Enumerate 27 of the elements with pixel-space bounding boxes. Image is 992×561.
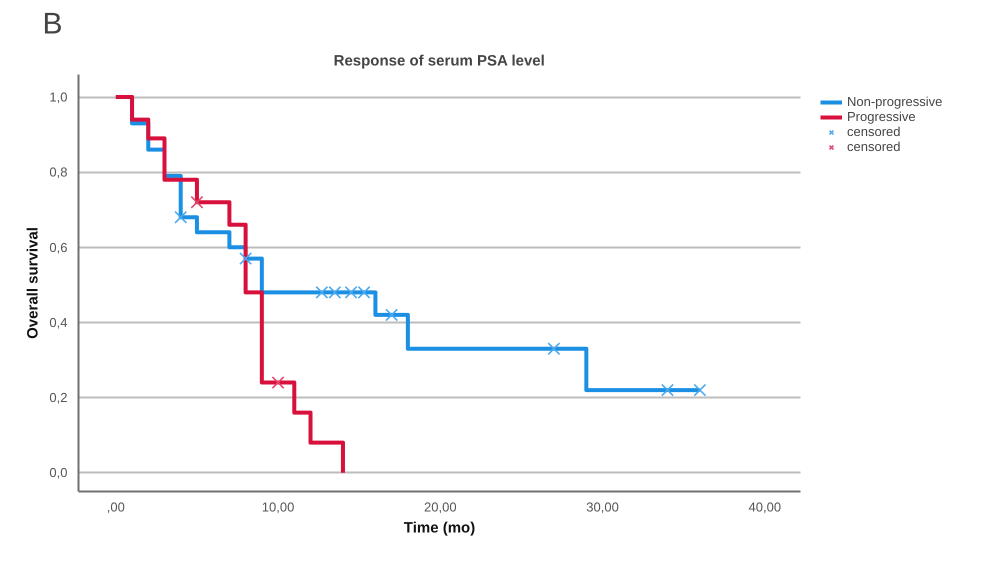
y-tick-label: 0,8	[49, 164, 68, 180]
point	[239, 252, 252, 266]
text: B	[42, 8, 63, 40]
y-tick-label: 0,4	[49, 314, 68, 330]
y-tick-label: 0,6	[49, 240, 68, 255]
point	[272, 376, 285, 390]
point	[385, 308, 398, 322]
point	[661, 384, 674, 397]
x-tick-label: 40,00	[748, 500, 782, 514]
chart-title: Response of serum PSA level	[334, 52, 545, 70]
legend-label: censored	[847, 124, 900, 139]
x-tick-label: 30,00	[586, 500, 619, 514]
y-tick-label: 1,0	[49, 90, 68, 105]
x-tick-label: ,00	[106, 500, 125, 514]
point	[190, 196, 204, 209]
y-axis-title: Overall survival	[24, 227, 42, 339]
legend-label: Progressive	[847, 109, 916, 124]
point	[174, 210, 188, 224]
x-tick-label: 10,00	[262, 500, 294, 514]
legend-label: Non-progressive	[847, 94, 942, 109]
legend-label: censored	[847, 139, 900, 154]
y-tick-label: 0,2	[49, 390, 68, 406]
x-tick-label: 20,00	[424, 500, 457, 514]
point	[693, 384, 706, 397]
point	[547, 342, 560, 356]
y-tick-label: 0,0	[49, 465, 68, 480]
x-axis-title: Time (mo)	[404, 520, 476, 536]
